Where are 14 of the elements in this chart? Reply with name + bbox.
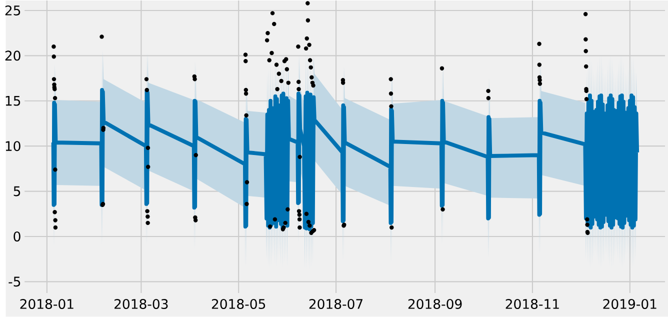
y-tick-label: 5 xyxy=(14,186,20,196)
y-tick-label: -5 xyxy=(8,276,20,287)
y-tick-label: 25 xyxy=(5,6,20,16)
x-tick-label: 2018-07 xyxy=(309,299,362,310)
y-tick-label: 0 xyxy=(14,232,20,242)
x-tick-label: 2018-11 xyxy=(506,299,559,310)
x-tick-label: 2019-01 xyxy=(603,299,656,310)
x-tick-label: 2018-09 xyxy=(408,299,462,310)
x-tick-label: 2018-01 xyxy=(20,299,74,310)
y-tick-label: 20 xyxy=(5,50,20,61)
y-tick-label: 15 xyxy=(6,96,20,106)
x-tick-label: 2018-03 xyxy=(114,299,168,310)
y-tick-label: 10 xyxy=(6,141,20,152)
x-tick-label: 2018-05 xyxy=(212,299,266,310)
